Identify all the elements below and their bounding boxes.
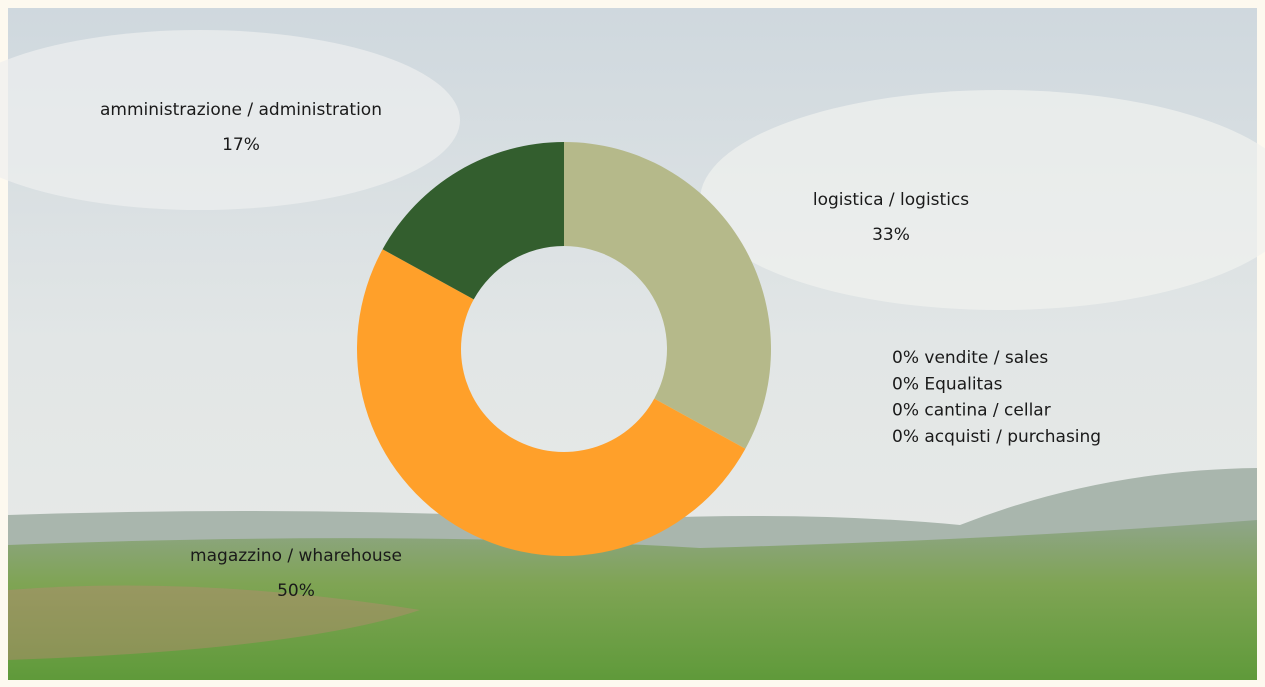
zero-slice-label: 0% Equalitas xyxy=(892,374,1003,394)
slice-label: logistica / logistics xyxy=(813,190,969,210)
zero-slice-label: 0% cantina / cellar xyxy=(892,401,1051,421)
zero-slice-label: 0% vendite / sales xyxy=(892,348,1048,368)
zero-slice-label: 0% acquisti / purchasing xyxy=(892,427,1101,447)
value-label: 0% xyxy=(892,427,919,447)
slice-value-label: 33% xyxy=(872,225,910,245)
category-label: acquisti / purchasing xyxy=(924,427,1101,447)
category-label: vendite / sales xyxy=(924,348,1048,368)
value-label: 0% xyxy=(892,401,919,421)
slice-value-label: 50% xyxy=(277,581,315,601)
slice-label: magazzino / wharehouse xyxy=(190,546,402,566)
value-label: 0% xyxy=(892,348,919,368)
category-label: cantina / cellar xyxy=(924,401,1050,421)
background-photo xyxy=(0,8,1265,680)
value-label: 0% xyxy=(892,374,919,394)
slice-value-label: 17% xyxy=(222,135,260,155)
donut-slice xyxy=(357,249,746,557)
donut xyxy=(357,142,772,557)
donut-slice xyxy=(564,142,772,449)
slice-label: amministrazione / administration xyxy=(100,100,382,120)
donut-slice xyxy=(382,142,564,300)
category-label: Equalitas xyxy=(924,374,1002,394)
